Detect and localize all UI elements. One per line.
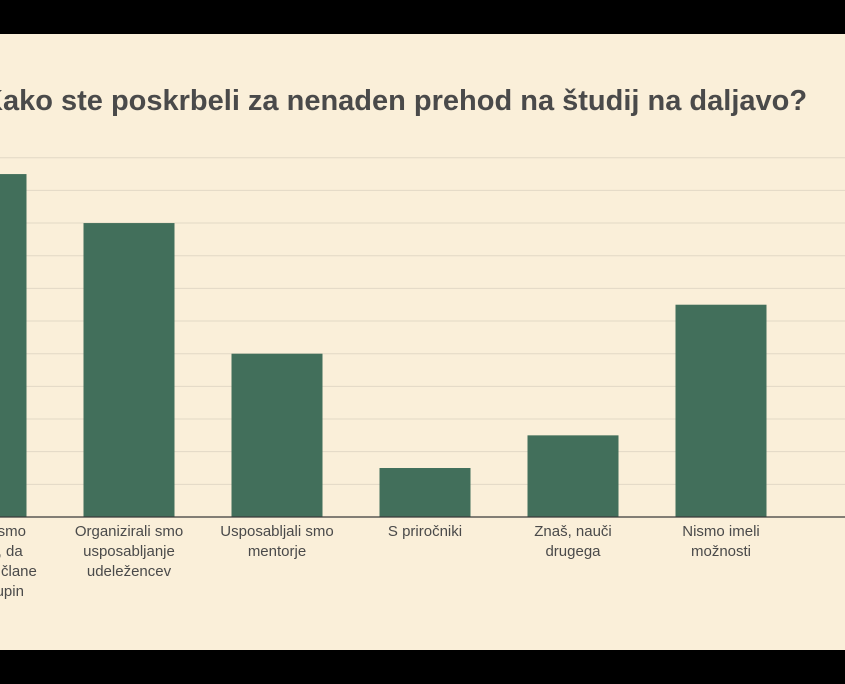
x-tick-label-line: usposabljanje xyxy=(83,543,175,560)
bars xyxy=(0,174,767,517)
x-tick-label-line: usposobijo člane xyxy=(0,563,37,580)
x-tick-label-line: S priročniki xyxy=(388,523,462,540)
bar-5 xyxy=(527,435,619,517)
x-tick-labels: Animirali smo mentorje, da usposobijo član… xyxy=(0,523,760,600)
x-tick-label-line: svojih skupin xyxy=(0,583,24,600)
x-tick-label-2: Organizirali smo usposabljanje udeležencev xyxy=(75,523,183,580)
bar-3 xyxy=(231,353,323,517)
x-tick-label-line: Znaš, nauči xyxy=(534,523,612,540)
x-tick-label-5: Znaš, nauči drugega xyxy=(534,523,612,560)
x-tick-label-line: možnosti xyxy=(691,543,751,560)
x-tick-label-line: udeležencev xyxy=(87,563,172,580)
bottom-letterbox xyxy=(0,650,845,684)
top-letterbox xyxy=(0,0,845,34)
chart-title: Kako ste poskrbeli za nenaden prehod na … xyxy=(0,85,808,117)
x-tick-label-1: Animirali smo mentorje, da usposobijo član… xyxy=(0,523,37,600)
x-tick-label-line: Usposabljali smo xyxy=(220,523,333,540)
chart-canvas: Kako ste poskrbeli za nenaden prehod na … xyxy=(0,34,845,650)
x-tick-label-line: Animirali smo xyxy=(0,523,26,540)
x-tick-label-line: Nismo imeli xyxy=(682,523,760,540)
x-tick-label-line: drugega xyxy=(545,543,601,560)
bar-6 xyxy=(675,304,767,517)
x-tick-label-4: S priročniki xyxy=(388,523,462,540)
x-tick-label-line: Organizirali smo xyxy=(75,523,183,540)
bar-1 xyxy=(0,174,27,517)
bar-4 xyxy=(379,468,471,517)
x-tick-label-line: mentorje, da xyxy=(0,543,23,560)
bar-chart: Animirali smo mentorje, da usposobijo član… xyxy=(0,157,845,600)
x-tick-label-line: mentorje xyxy=(248,543,306,560)
bar-2 xyxy=(83,223,175,517)
x-tick-label-6: Nismo imeli možnosti xyxy=(682,523,760,560)
x-tick-label-3: Usposabljali smo mentorje xyxy=(220,523,333,560)
